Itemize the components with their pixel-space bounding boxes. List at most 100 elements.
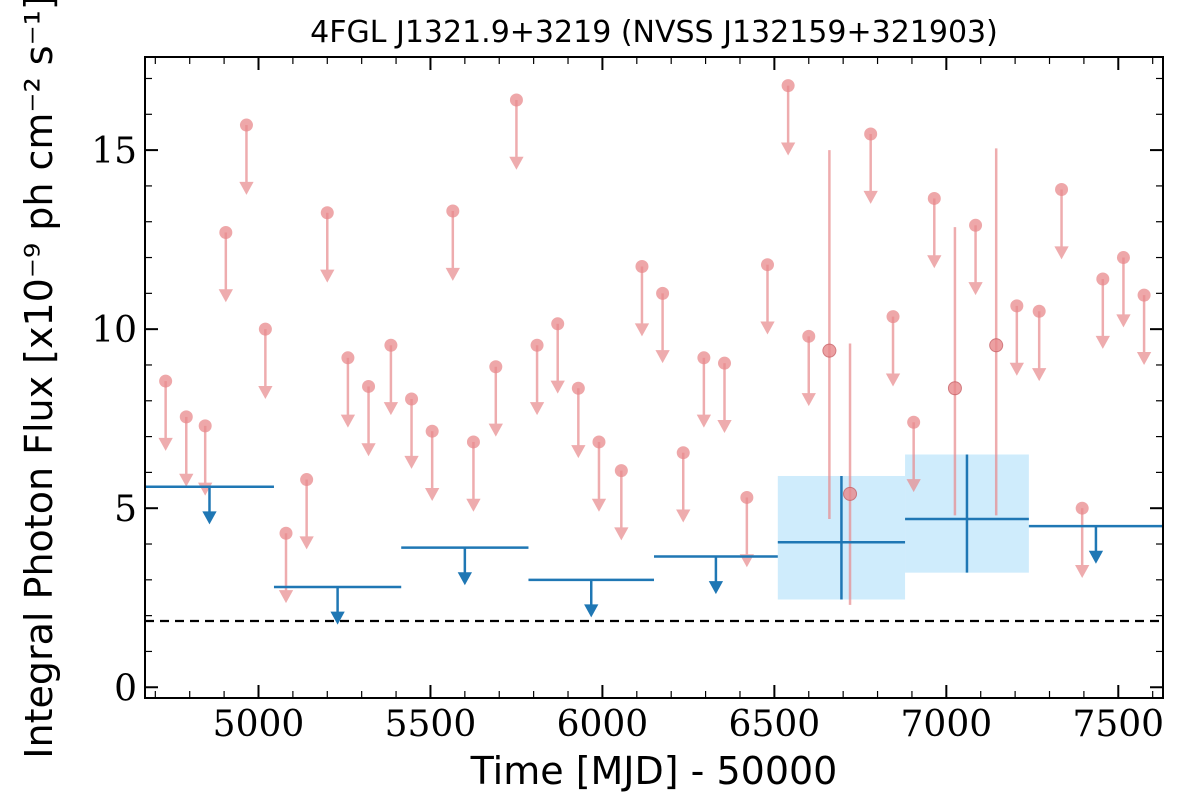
short-bin-upper-limit-arrow-22 — [614, 470, 629, 541]
short-bin-upper-limit-point-2 — [198, 419, 212, 433]
short-bin-upper-limit-arrow-41-head — [1116, 314, 1131, 328]
y-tick-label-3: 15 — [91, 131, 137, 172]
short-bin-upper-limit-arrow-33-head — [906, 479, 921, 493]
short-bin-upper-limit-arrow-30-head — [780, 142, 796, 156]
short-bin-upper-limit-arrow-8-head — [320, 269, 335, 283]
x-tick-label-1: 5500 — [385, 704, 477, 745]
short-bin-upper-limit-arrow-14-head — [445, 267, 460, 281]
y-tick-label-2: 10 — [91, 310, 137, 351]
short-bin-upper-limit-point-1 — [179, 410, 193, 424]
short-bin-upper-limit-arrow-2 — [198, 425, 213, 496]
short-bin-upper-limit-point-24 — [656, 286, 670, 300]
short-bin-upper-limit-arrow-10-head — [361, 443, 376, 457]
short-bin-upper-limit-point-37 — [1032, 304, 1046, 318]
long-bin-upper-limit-arrow-1-head — [330, 611, 345, 625]
x-tick-label-5: 7500 — [1072, 704, 1164, 745]
plot-area — [145, 79, 1163, 625]
short-bin-upper-limit-arrow-31-head — [801, 393, 816, 407]
short-bin-upper-limit-point-26 — [697, 351, 711, 365]
short-bin-upper-limit-point-10 — [362, 379, 376, 393]
x-tick-label-3: 6500 — [729, 704, 821, 745]
short-bin-upper-limit-arrow-34-head — [927, 255, 942, 269]
axis-ticks: 5000 5500 6000 6500 7000 7500 0 5 10 15 — [91, 57, 1164, 745]
short-bin-upper-limit-arrow-20 — [571, 388, 586, 459]
short-bin-upper-limit-arrow-34 — [927, 198, 942, 269]
short-bin-detection-point-2 — [947, 381, 962, 396]
x-axis-label: Time [MJD] - 50000 — [470, 749, 838, 793]
short-bin-upper-limit-arrow-11 — [383, 345, 399, 416]
short-bin-upper-limit-arrow-36-head — [1009, 362, 1024, 376]
short-bin-upper-limit-arrow-23-head — [634, 323, 650, 337]
short-bin-upper-limit-arrow-21-head — [591, 498, 607, 512]
x-tick-label-2: 6000 — [557, 704, 649, 745]
short-bin-upper-limit-arrow-42 — [1136, 295, 1152, 365]
short-bin-upper-limit-point-3 — [219, 225, 233, 239]
short-bin-upper-limit-arrow-1 — [179, 416, 194, 487]
short-bin-upper-limit-arrow-38 — [1054, 189, 1069, 260]
short-bin-upper-limit-arrow-40 — [1095, 279, 1110, 349]
short-bin-upper-limit-arrow-10 — [361, 386, 376, 457]
short-bin-detection-arrow-4 — [863, 133, 878, 204]
short-bin-upper-limit-point-38 — [1055, 182, 1069, 196]
short-bin-upper-limit-arrow-42-head — [1136, 351, 1152, 365]
long-bin-upper-limit-arrow-0 — [202, 486, 217, 525]
short-bin-upper-limit-arrow-32 — [885, 316, 901, 387]
short-bin-upper-limit-point-34 — [927, 191, 941, 205]
short-bin-upper-limit-point-6 — [279, 526, 293, 540]
short-bin-upper-limit-point-21 — [592, 435, 606, 449]
short-bin-upper-limit-arrow-26 — [696, 357, 712, 428]
short-bin-upper-limit-point-40 — [1096, 272, 1110, 286]
short-bin-upper-limit-point-35 — [969, 218, 983, 232]
long-bin-upper-limit-arrow-5-head — [1088, 550, 1104, 564]
short-bin-upper-limit-point-25 — [676, 446, 690, 460]
short-bin-upper-limit-arrow-3-head — [218, 289, 233, 303]
short-bin-upper-limit-arrow-13 — [425, 431, 440, 502]
short-bin-upper-limit-arrow-41 — [1116, 257, 1131, 328]
short-bin-upper-limit-arrow-15-head — [466, 498, 481, 512]
short-bin-upper-limit-arrow-6-head — [278, 590, 294, 604]
short-bin-upper-limit-arrow-12-head — [404, 455, 419, 469]
short-bin-upper-limit-arrow-0-head — [158, 437, 173, 451]
short-bin-upper-limit-arrow-18-head — [529, 402, 545, 416]
long-bin-upper-limit-arrow-3-head — [584, 604, 599, 618]
long-bin-upper-limit-arrow-3 — [584, 579, 599, 618]
short-bin-upper-limit-arrow-29 — [760, 264, 775, 335]
short-bin-upper-limit-arrow-19 — [550, 323, 565, 394]
short-bin-upper-limit-arrow-29-head — [760, 321, 775, 335]
short-bin-upper-limit-point-0 — [159, 374, 173, 388]
chart-title: 4FGL J1321.9+3219 (NVSS J132159+321903) — [310, 15, 998, 50]
y-axis-label: Integral Photon Flux [x10⁻⁹ ph cm⁻² s⁻¹] — [17, 0, 61, 759]
short-bin-upper-limit-arrow-21 — [591, 441, 607, 512]
short-bin-detection-point-1 — [843, 486, 858, 501]
short-bin-upper-limit-point-28 — [740, 490, 754, 504]
short-bin-upper-limit-point-12 — [405, 392, 419, 406]
short-bin-upper-limit-arrow-5-head — [258, 385, 273, 399]
short-bin-upper-limit-arrow-30 — [780, 85, 796, 156]
short-bin-upper-limit-arrow-25-head — [676, 509, 691, 523]
short-bin-upper-limit-arrow-6 — [278, 533, 294, 604]
short-bin-upper-limit-point-23 — [635, 259, 649, 273]
short-bin-detection-arrow-4-head — [863, 190, 878, 204]
short-bin-upper-limit-arrow-37 — [1032, 311, 1047, 382]
short-bin-upper-limit-point-5 — [258, 322, 272, 336]
short-bin-upper-limit-point-7 — [300, 473, 314, 487]
short-bin-upper-limit-point-11 — [384, 338, 398, 352]
short-bin-upper-limit-arrow-1-head — [179, 473, 194, 487]
short-bin-upper-limit-arrow-17-head — [509, 156, 524, 170]
short-bin-detection-point-3 — [989, 338, 1004, 353]
short-bin-upper-limit-point-20 — [571, 381, 585, 395]
short-bin-upper-limit-point-41 — [1116, 251, 1130, 265]
short-bin-upper-limit-arrow-16 — [488, 366, 503, 437]
short-bin-upper-limit-arrow-35-head — [968, 282, 983, 296]
long-bin-upper-limit-arrow-2-head — [457, 572, 472, 586]
short-bin-detection-point-0 — [822, 343, 837, 358]
short-bin-upper-limit-arrow-36 — [1009, 305, 1024, 376]
short-bin-upper-limit-arrow-24 — [655, 293, 670, 364]
short-bin-upper-limit-arrow-20-head — [571, 445, 586, 459]
short-bin-upper-limit-arrow-16-head — [488, 423, 503, 437]
short-bin-upper-limit-arrow-23 — [634, 266, 650, 337]
short-bin-upper-limit-arrow-40-head — [1095, 335, 1110, 349]
long-bin-upper-limit-arrow-5 — [1088, 526, 1104, 564]
short-bin-upper-limit-arrow-7-head — [299, 536, 314, 550]
